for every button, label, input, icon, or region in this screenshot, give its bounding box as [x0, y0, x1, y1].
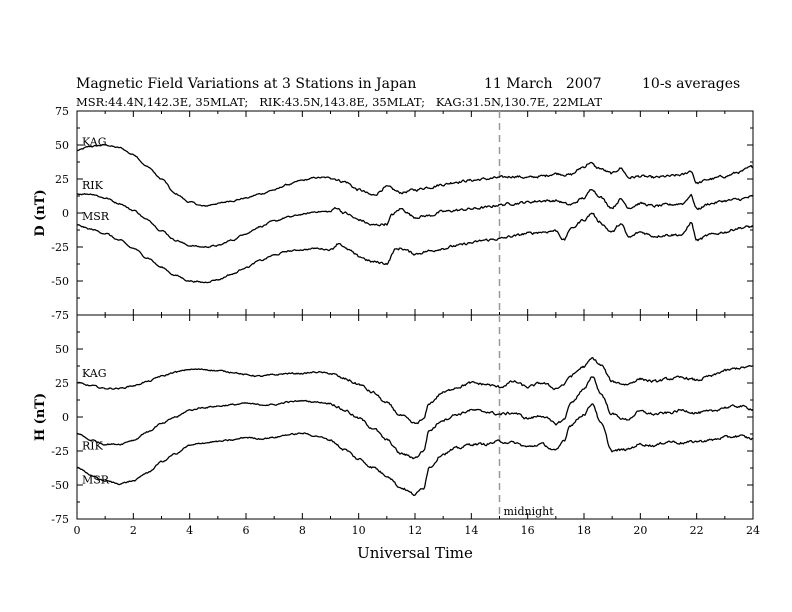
series-label-rik: RIK [82, 179, 104, 192]
chart-averaging: 10-s averages [642, 76, 740, 92]
y-tick-label: 75 [55, 105, 69, 118]
series-kag-line [76, 143, 754, 207]
y-tick-label: -25 [51, 445, 69, 458]
panel-frame [76, 110, 754, 316]
x-tick-label: 10 [352, 524, 366, 537]
midnight-label: midnight [504, 505, 555, 518]
x-tick-label: 14 [464, 524, 478, 537]
panel-top: -75 -50 -25 0 25 50 75 D (nT) KAG RIK MSR [33, 105, 754, 322]
y-tick-label: -50 [51, 479, 69, 492]
x-tick-label: 12 [408, 524, 422, 537]
series-kag-line [76, 356, 754, 425]
y-tick-label: -75 [51, 309, 69, 322]
chart-date: 11 March 2007 [484, 76, 601, 92]
x-tick-label: 6 [243, 524, 250, 537]
series-label-rik: RIK [82, 439, 104, 452]
y-tick-label: -75 [51, 513, 69, 526]
chart-panels: -75 -50 -25 0 25 50 75 D (nT) KAG RIK MSR -75 -50 -25… [33, 105, 760, 537]
series-label-msr: MSR [82, 210, 110, 223]
x-tick-label: 16 [521, 524, 535, 537]
x-tick-label: 22 [690, 524, 704, 537]
y-tick-label: -50 [51, 275, 69, 288]
panel-frame [76, 314, 754, 520]
y-axis-title: H (nT) [33, 393, 48, 441]
series-rik-line [77, 189, 754, 249]
y-tick-label: -25 [51, 241, 69, 254]
x-tick-label: 20 [633, 524, 647, 537]
series-label-kag: KAG [82, 135, 107, 148]
y-tick-label: 50 [55, 343, 69, 356]
series-label-kag: KAG [82, 367, 107, 380]
chart-title: Magnetic Field Variations at 3 Stations … [76, 76, 416, 92]
y-tick-label: 25 [55, 173, 69, 186]
x-tick-label: 2 [130, 524, 137, 537]
y-tick-label: 25 [55, 377, 69, 390]
y-tick-label: 50 [55, 139, 69, 152]
series-rik-line [76, 376, 754, 460]
x-tick-label: 0 [74, 524, 81, 537]
series-msr-line [76, 403, 754, 497]
series-msr-line [76, 212, 754, 284]
series-label-msr: MSR [82, 473, 110, 486]
x-axis-title: Universal Time [357, 544, 473, 562]
x-tick-label: 24 [746, 524, 760, 537]
chart-subtitle: MSR:44.4N,142.3E, 35MLAT; RIK:43.5N,143.… [76, 95, 602, 109]
y-tick-label: 0 [62, 411, 69, 424]
x-tick-label: 8 [299, 524, 306, 537]
y-axis-title: D (nT) [33, 189, 48, 236]
x-tick-label: 4 [186, 524, 193, 537]
x-tick-label: 18 [577, 524, 591, 537]
y-tick-label: 0 [62, 207, 69, 220]
